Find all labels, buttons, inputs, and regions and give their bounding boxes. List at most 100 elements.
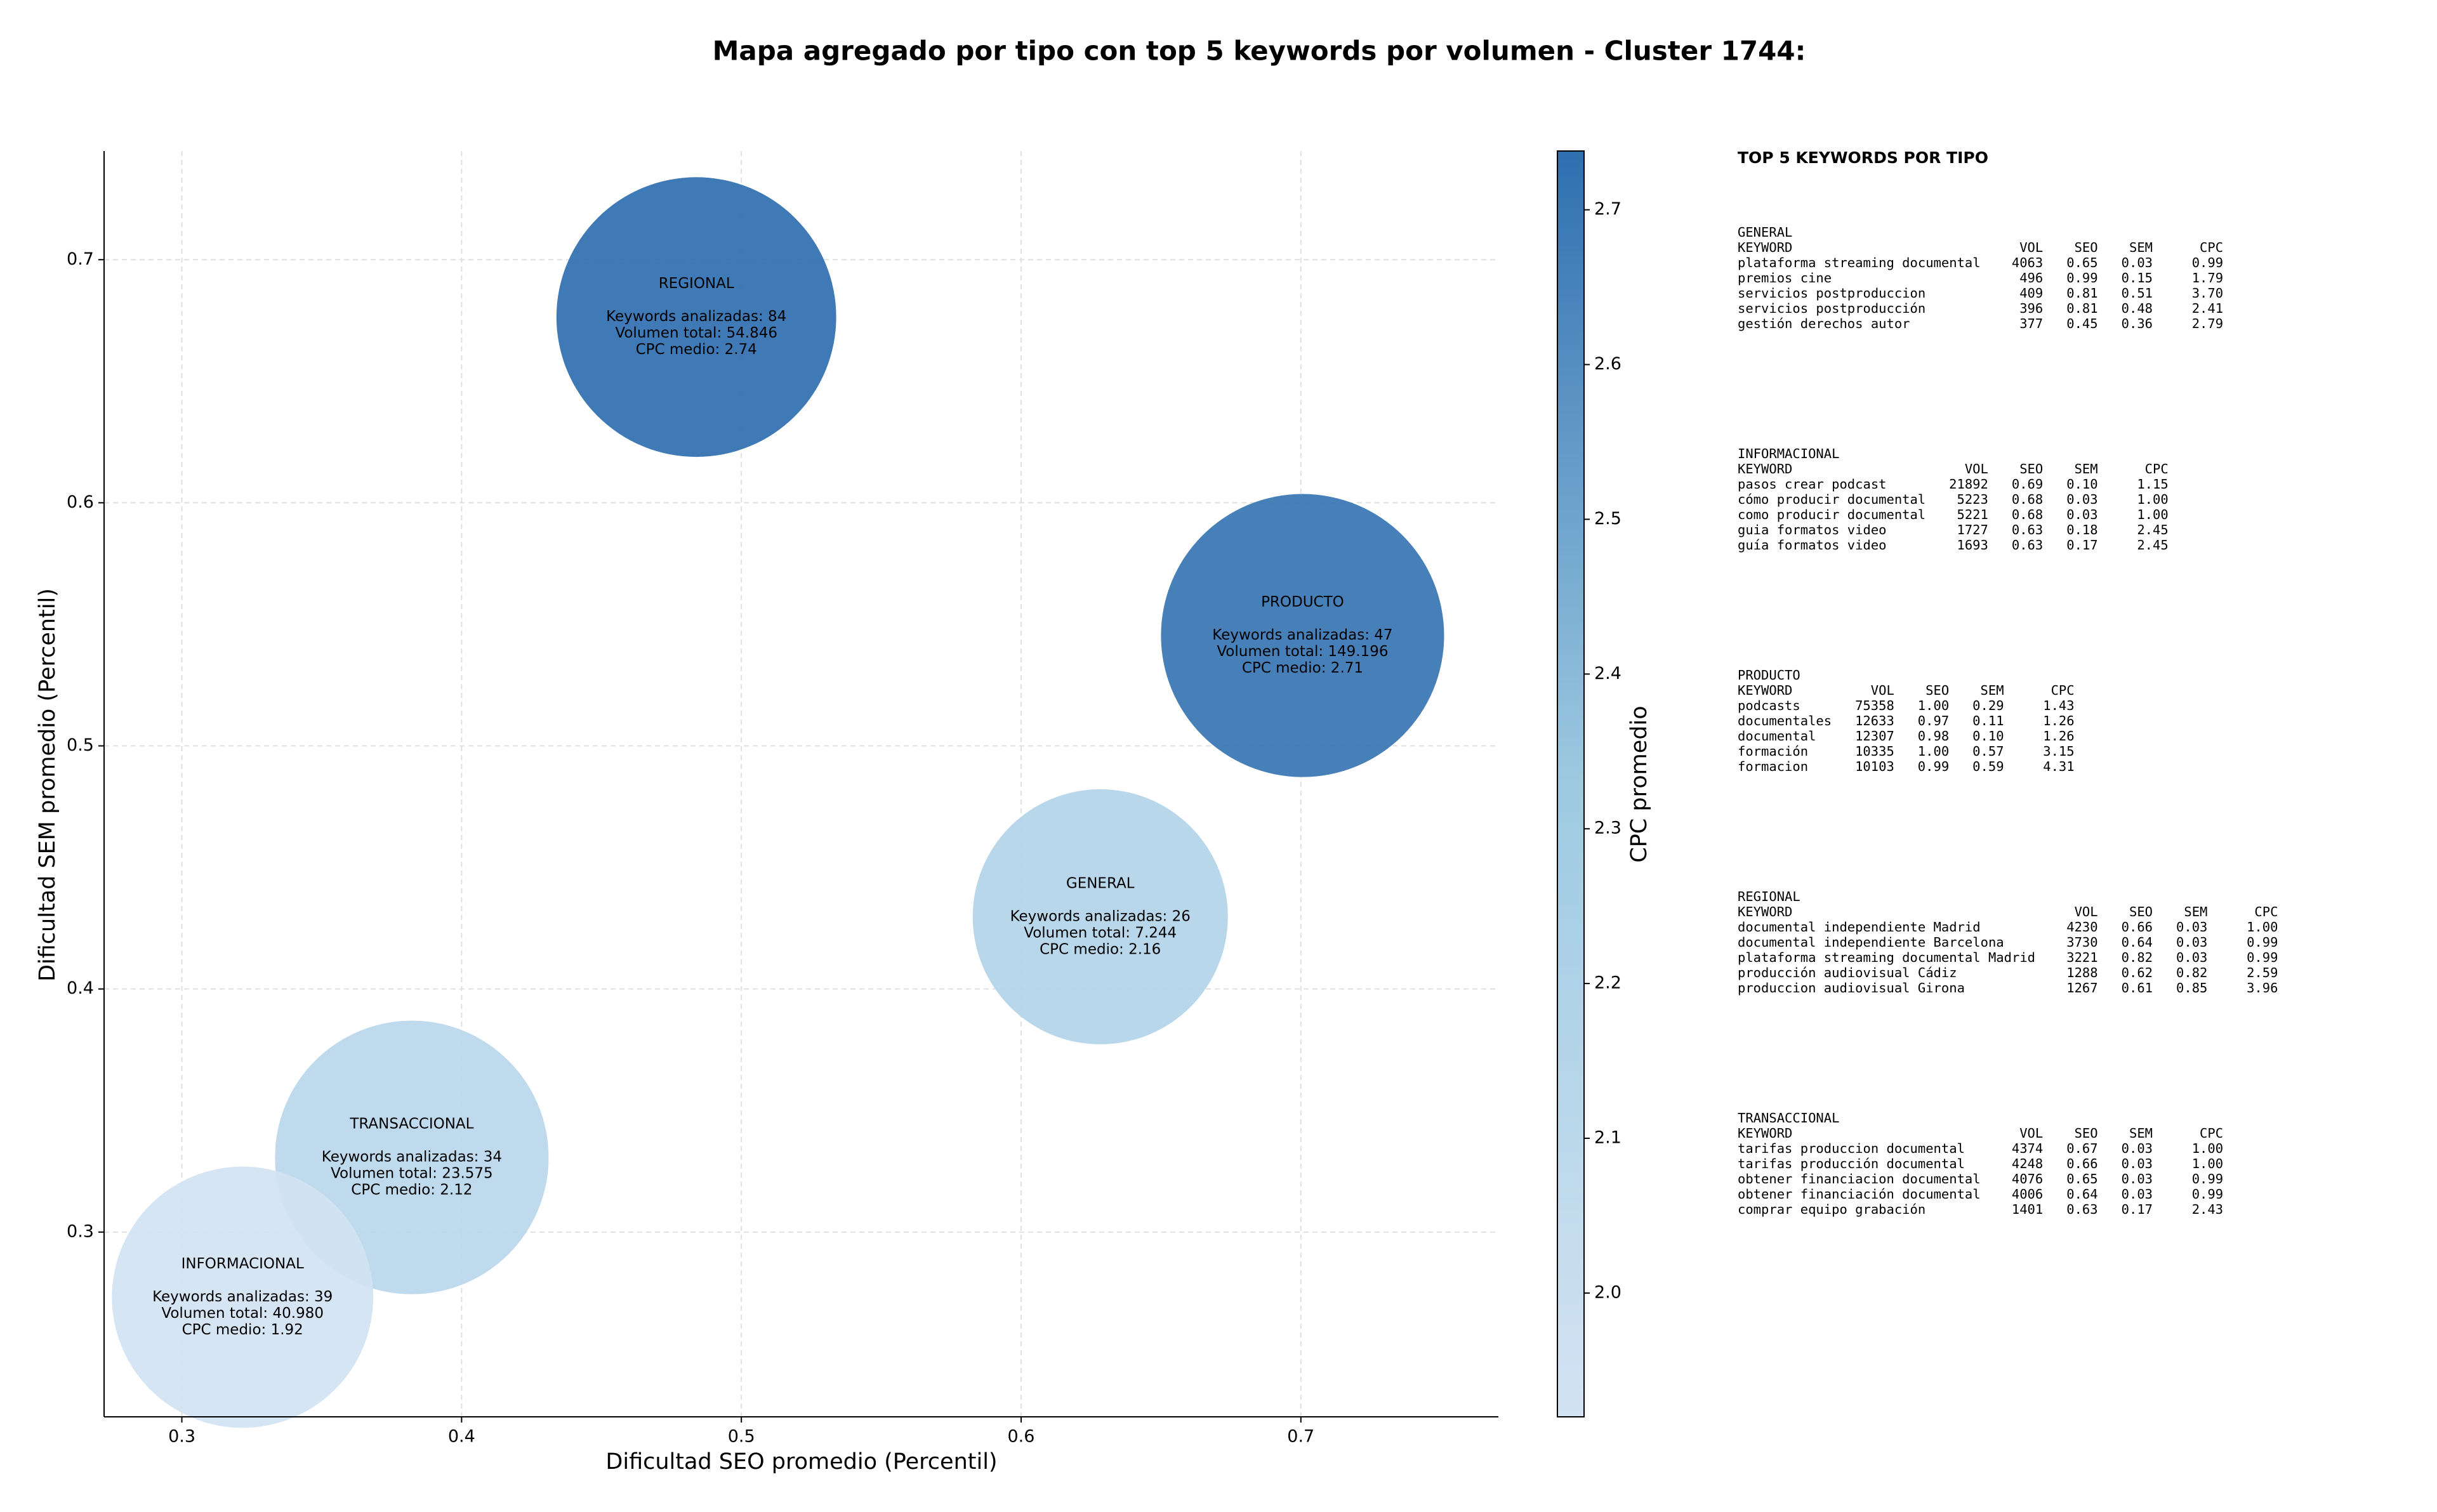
table-cell: 0.99 [2066,270,2097,286]
table-cell: 3221 [2066,950,2097,965]
table-cell: 0.98 [1918,728,1949,744]
bubble-annotation: Keywords analizadas: 84 [606,308,786,325]
x-tick-label: 0.5 [728,1427,755,1447]
table-cell: 0.81 [2066,301,2097,316]
table-cell: 0.03 [2122,1171,2153,1187]
table-cell: 0.99 [2247,935,2278,950]
bubble-annotation: Volumen total: 23.575 [331,1166,493,1182]
y-tick-label: 0.3 [67,1221,94,1241]
table-cell: documental independiente Madrid [1738,919,1981,935]
table-cell: 1.00 [2192,1156,2223,1171]
table-cell: 0.63 [2012,537,2043,553]
table-cell: 0.15 [2122,270,2153,286]
colorbar [1557,150,1585,1417]
table-cell: tarifas producción documental [1738,1156,1965,1171]
chart-title: Mapa agregado por tipo con top 5 keyword… [713,36,1806,67]
table-cell: 5223 [1957,492,1988,507]
table-header: SEM [2129,240,2153,255]
table-cell: 3.15 [2043,744,2074,759]
table-cell: obtener financiación documental [1738,1187,1981,1202]
table-cell: 1288 [2066,965,2097,980]
table-cell: 0.66 [2066,1156,2097,1171]
table-cell: 2.79 [2192,316,2223,331]
table-cell: 0.99 [2192,1171,2223,1187]
table-cell: pasos crear podcast [1738,477,1887,492]
table-cell: 1727 [1957,522,1988,537]
section-name: REGIONAL [1738,889,1800,904]
table-cell: 4248 [2012,1156,2043,1171]
table-cell: 0.17 [2066,537,2097,553]
table-cell: 0.18 [2066,522,2097,537]
bubble-annotation: CPC medio: 2.16 [1040,941,1161,957]
table-cell: documental [1738,728,1816,744]
table-cell: 0.63 [2012,522,2043,537]
table-header: SEM [2129,1126,2153,1141]
panel-title: TOP 5 KEYWORDS POR TIPO [1738,148,1988,167]
table-cell: 1.26 [2043,728,2074,744]
table-cell: 1267 [2066,980,2097,996]
table-cell: 1.15 [2137,477,2168,492]
table-header: KEYWORD [1738,461,1792,477]
table-cell: 0.62 [2122,965,2153,980]
table-cell: 0.85 [2176,980,2207,996]
table-cell: 4374 [2012,1141,2043,1156]
table-cell: 0.69 [2012,477,2043,492]
colorbar-tick-label: 2.7 [1594,199,1621,219]
section-name: INFORMACIONAL [1738,446,1839,461]
table-cell: 3730 [2066,935,2097,950]
table-cell: 0.66 [2122,919,2153,935]
table-cell: 0.51 [2122,286,2153,301]
table-cell: 10103 [1855,759,1894,774]
table-cell: 0.03 [2066,492,2097,507]
bubble-label: TRANSACCIONAL [349,1116,473,1133]
colorbar-tick-label: 2.2 [1594,973,1621,993]
table-cell: 0.64 [2066,1187,2097,1202]
table-cell: obtener financiacion documental [1738,1171,1981,1187]
table-cell: 0.99 [1918,759,1949,774]
bubble-annotation: Keywords analizadas: 34 [322,1149,502,1166]
table-cell: 1.00 [1918,698,1949,713]
table-header: KEYWORD [1738,683,1792,698]
table-cell: 1.43 [2043,698,2074,713]
bubble-annotation: CPC medio: 2.71 [1242,660,1363,676]
table-cell: 4006 [2012,1187,2043,1202]
table-cell: 0.99 [2247,950,2278,965]
table-cell: 0.61 [2122,980,2153,996]
table-header: SEO [2075,240,2098,255]
table-header: SEO [1925,683,1949,698]
table-cell: tarifas produccion documental [1738,1141,1965,1156]
table-cell: 0.03 [2176,919,2207,935]
table-cell: 0.97 [1918,713,1949,728]
table-cell: 1.26 [2043,713,2074,728]
table-cell: 0.17 [2122,1202,2153,1217]
y-tick-label: 0.7 [67,249,94,269]
table-cell: 4063 [2012,255,2043,270]
table-header: KEYWORD [1738,904,1792,919]
colorbar-tick-label: 2.6 [1594,354,1621,374]
table-header: CPC [2200,240,2223,255]
table-cell: 2.43 [2192,1202,2223,1217]
table-header: SEO [2075,1126,2098,1141]
bubble-annotation: Keywords analizadas: 39 [152,1289,333,1305]
section-name: GENERAL [1738,225,1792,240]
table-cell: formación [1738,744,1808,759]
bubble-label: PRODUCTO [1261,594,1344,610]
table-cell: cómo producir documental [1738,492,1925,507]
table-cell: 2.45 [2137,537,2168,553]
table-cell: 2.59 [2247,965,2278,980]
table-cell: 4.31 [2043,759,2074,774]
table-cell: 0.03 [2066,507,2097,522]
table-cell: 75358 [1855,698,1894,713]
table-cell: 0.99 [2192,255,2223,270]
table-cell: 1.00 [2137,492,2168,507]
table-header: SEM [2075,461,2098,477]
bubble-label: REGIONAL [659,275,734,292]
table-cell: 4230 [2066,919,2097,935]
table-cell: guía formatos video [1738,537,1887,553]
table-cell: documentales [1738,713,1832,728]
bubble [556,177,836,457]
table-cell: comprar equipo grabación [1738,1202,1925,1217]
table-cell: 409 [2019,286,2043,301]
table-cell: 0.29 [1972,698,2004,713]
